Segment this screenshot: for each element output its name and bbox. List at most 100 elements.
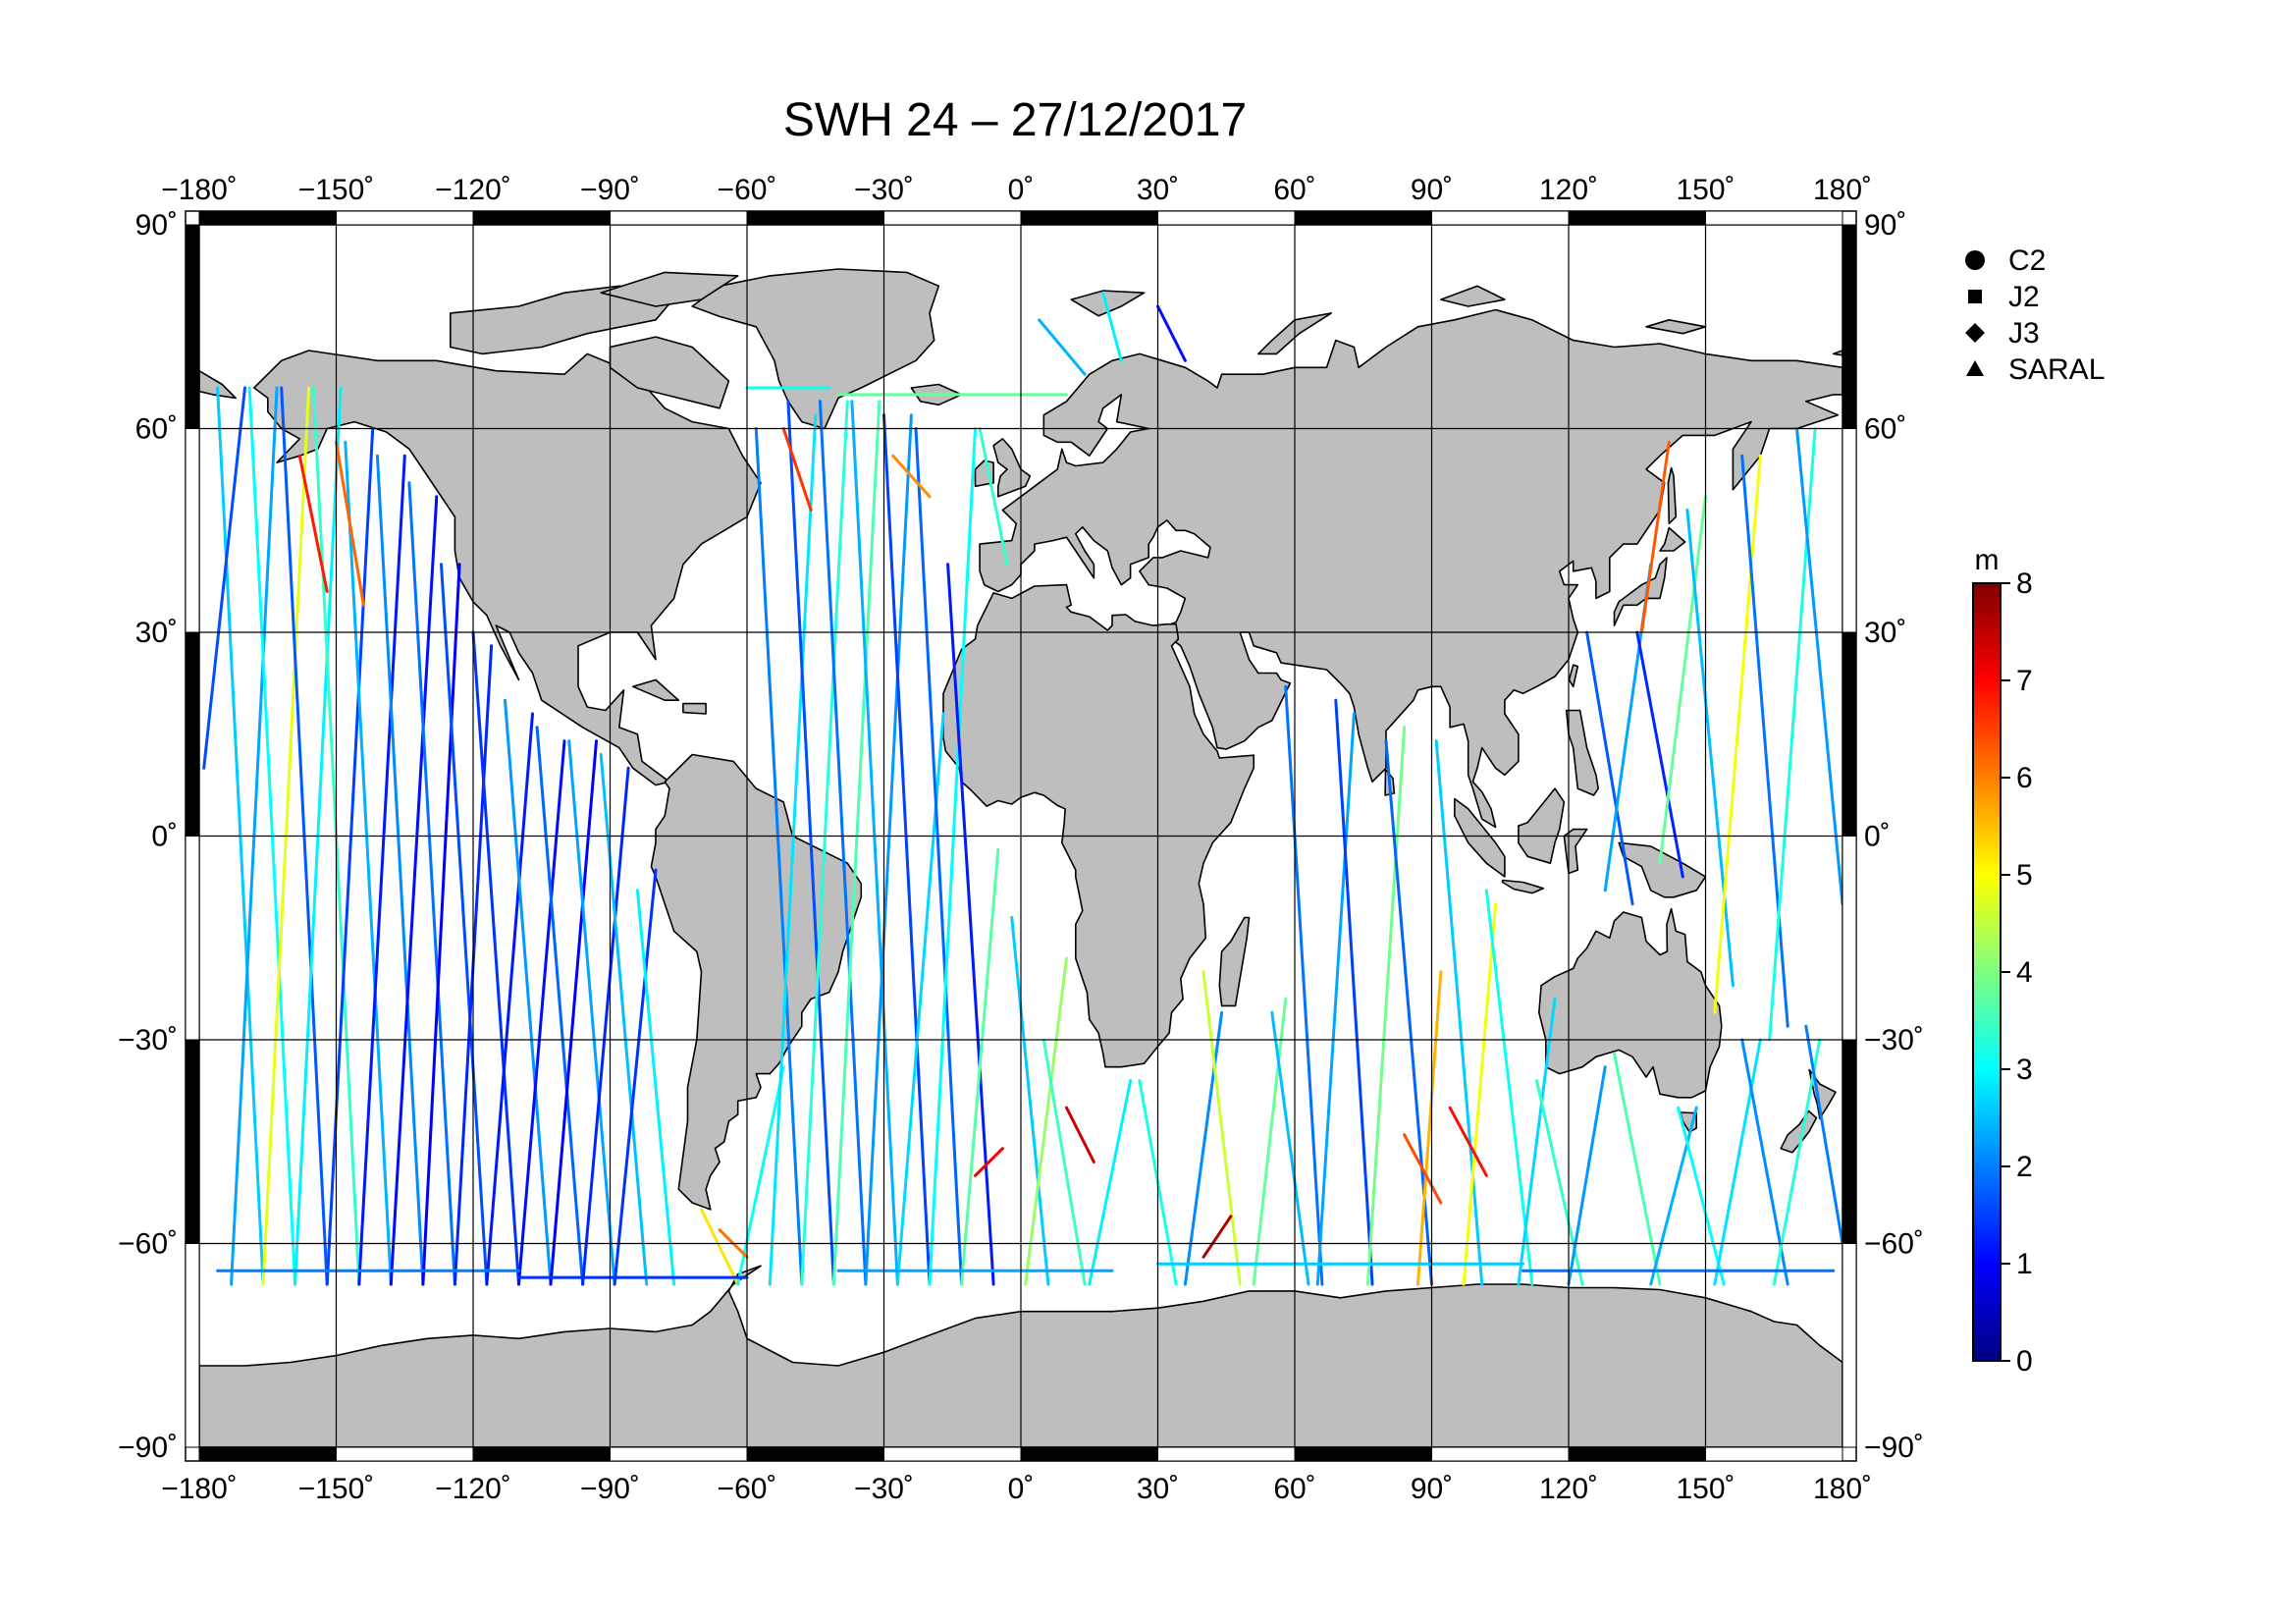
- frame-segment-left: [185, 836, 200, 1041]
- swh-track: [736, 1065, 785, 1286]
- swh-track: [1658, 495, 1707, 865]
- swh-track: [613, 868, 658, 1286]
- frame-segment-top: [1294, 210, 1432, 226]
- swh-track: [1315, 712, 1356, 1286]
- frame-segment-top: [883, 210, 1022, 226]
- colorbar-tick-label: 0: [2016, 1345, 2033, 1378]
- colorbar-tick-label: 2: [2016, 1151, 2033, 1183]
- swh-track: [357, 454, 406, 1286]
- frame-segment-right: [1842, 631, 1857, 837]
- lon-tick-label-top: 120˚: [1539, 174, 1598, 206]
- landmass-taiwan: [1568, 664, 1579, 688]
- swh-track: [891, 454, 932, 499]
- frame-segment-bottom: [1294, 1446, 1432, 1462]
- colorbar: 8 7 6 5 4 3 2 1 0 m: [1972, 544, 2033, 1378]
- frame-segment-left: [185, 631, 200, 837]
- landmass-ellesmere: [600, 271, 739, 307]
- swh-track: [375, 454, 425, 1286]
- swh-track: [440, 563, 489, 1286]
- colorbar-tick-label: 3: [2016, 1054, 2033, 1086]
- lat-tick-label-left: 60˚: [135, 413, 178, 446]
- frame-segment-bottom: [883, 1446, 1022, 1462]
- frame-segment-bottom: [610, 1446, 748, 1462]
- colorbar-tick-label: 6: [2016, 762, 2033, 794]
- lon-tick-label-top: −150˚: [298, 174, 375, 206]
- frame-segment-top: [198, 210, 337, 226]
- frame-segment-right: [1842, 1243, 1857, 1448]
- swh-track: [407, 481, 456, 1286]
- swh-track: [325, 427, 375, 1286]
- legend-marker-square: [1968, 290, 1982, 303]
- lon-tick-label-bottom: −60˚: [718, 1473, 777, 1505]
- swh-track: [1448, 1106, 1488, 1177]
- lat-tick-label-left: −30˚: [118, 1024, 178, 1056]
- swh-track: [1183, 1010, 1224, 1286]
- frame-segment-right: [1842, 224, 1857, 429]
- colorbar-tick-label: 1: [2016, 1248, 2033, 1280]
- lat-tick-label-right: −90˚: [1864, 1432, 1924, 1464]
- swh-track: [599, 753, 649, 1286]
- graticule: [199, 225, 1842, 1447]
- swh-track: [202, 386, 246, 770]
- lon-tick-label-top: −60˚: [718, 174, 777, 206]
- swh-track: [1585, 630, 1634, 906]
- lon-tick-label-top: 180˚: [1813, 174, 1872, 206]
- swh-track: [297, 454, 329, 593]
- swh-track: [1416, 970, 1443, 1286]
- lon-tick-label-top: 0˚: [1008, 174, 1035, 206]
- landmass-severnaya: [1440, 285, 1506, 307]
- swh-track: [1434, 739, 1484, 1286]
- frame-segment-top: [746, 210, 884, 226]
- colorbar-unit-label: m: [1975, 544, 2000, 576]
- swh-track: [1252, 998, 1288, 1286]
- lon-tick-label-bottom: −180˚: [161, 1473, 238, 1505]
- landmass-south-america: [650, 753, 863, 1211]
- swh-track: [1740, 454, 1789, 1028]
- frame-segment-bottom: [1568, 1446, 1706, 1462]
- swh-track: [1685, 509, 1735, 988]
- frame-segment-left: [185, 1039, 200, 1244]
- frame-segment-right: [1842, 428, 1857, 633]
- frame-segment-bottom: [198, 1446, 337, 1462]
- swh-track: [581, 766, 630, 1286]
- swh-track: [335, 440, 365, 607]
- swh-track: [517, 739, 566, 1286]
- chart-title: SWH 24 – 27/12/2017: [783, 94, 1247, 146]
- frame-segment-bottom: [1020, 1446, 1158, 1462]
- colorbar-tick-label: 4: [2016, 956, 2033, 989]
- swh-track: [1024, 956, 1068, 1286]
- lat-tick-label-right: 0˚: [1864, 821, 1891, 853]
- lat-tick-label-left: 30˚: [135, 617, 178, 649]
- landmass-cuba: [631, 678, 680, 702]
- lon-tick-label-top: 30˚: [1137, 174, 1179, 206]
- swh-track: [535, 726, 585, 1286]
- map-frame: [185, 210, 1857, 1462]
- landmass-north-america: [252, 350, 762, 786]
- lon-tick-label-top: −180˚: [161, 174, 238, 206]
- frame-segment-bottom: [1157, 1446, 1296, 1462]
- lon-tick-label-bottom: 60˚: [1273, 1473, 1315, 1505]
- frame-segment-top: [1020, 210, 1158, 226]
- lat-tick-label-left: 90˚: [135, 209, 178, 242]
- swh-track: [1088, 1079, 1133, 1286]
- swh-track: [1334, 698, 1374, 1286]
- frame-segment-bottom: [746, 1446, 884, 1462]
- swh-track: [1484, 889, 1534, 1286]
- lon-tick-label-bottom: 0˚: [1008, 1473, 1035, 1505]
- frame-segment-top: [336, 210, 474, 226]
- colorbar-tick-label: 5: [2016, 859, 2033, 892]
- legend-marker-triangle: [1966, 360, 1984, 376]
- lon-tick-label-top: 150˚: [1676, 174, 1735, 206]
- legend-label: J3: [2008, 317, 2040, 350]
- lon-tick-label-bottom: 120˚: [1539, 1473, 1598, 1505]
- swh-track: [421, 563, 461, 1286]
- frame-segment-top: [1157, 210, 1296, 226]
- landmass-sakhalin: [1667, 466, 1678, 525]
- swh-track: [800, 400, 849, 1286]
- swh-track: [864, 413, 913, 1286]
- swh-track: [1101, 291, 1123, 362]
- swh-track: [1403, 1133, 1443, 1205]
- colorbar-tick-label: 8: [2016, 568, 2033, 600]
- swh-track: [1284, 684, 1324, 1286]
